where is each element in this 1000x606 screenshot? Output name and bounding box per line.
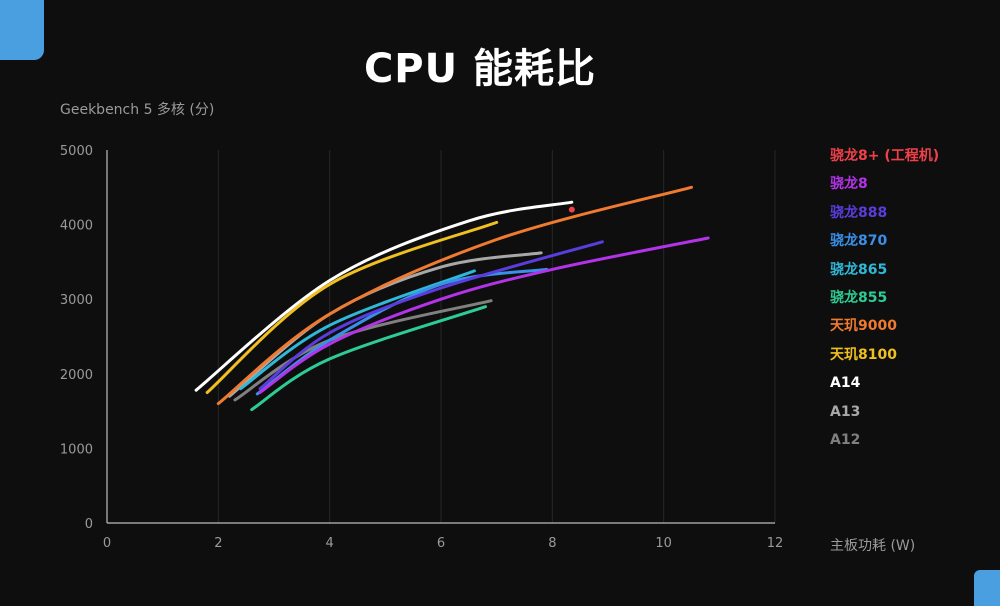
legend-item: A13	[830, 403, 861, 420]
series-0-point	[568, 206, 575, 213]
x-axis-label: 主板功耗 (W)	[830, 538, 916, 554]
y-tick-label: 4000	[60, 219, 93, 234]
y-tick-label: 5000	[60, 144, 93, 159]
legend-item: 骁龙8	[830, 176, 868, 193]
y-axis-label: Geekbench 5 多核 (分)	[60, 102, 215, 118]
y-tick-label: 1000	[60, 442, 93, 457]
legend-item: 天玑9000	[830, 318, 897, 335]
y-tick-label: 0	[85, 517, 93, 532]
x-tick-label: 12	[767, 536, 784, 551]
series-1-line	[258, 236, 710, 394]
y-tick-label: 2000	[60, 368, 93, 383]
x-tick-label: 0	[103, 536, 111, 551]
legend-item: 骁龙870	[830, 233, 888, 250]
series-6-line	[216, 185, 693, 406]
x-tick-label: 4	[326, 536, 334, 551]
x-tick-label: 6	[437, 536, 445, 551]
x-tick-label: 8	[548, 536, 556, 551]
series-5-line	[250, 305, 487, 412]
series-2-line	[258, 240, 604, 391]
legend-item: 骁龙855	[830, 289, 888, 306]
chart-title: CPU 能耗比	[363, 46, 597, 92]
chart-legend: 骁龙8+ (工程机) 骁龙8 骁龙888 骁龙870 骁龙865 骁龙855 天玑9000 天…	[830, 148, 939, 460]
y-tick-label: 3000	[60, 293, 93, 308]
legend-item: A14	[830, 375, 861, 392]
series-7-line	[205, 220, 499, 394]
legend-item: 骁龙865	[830, 261, 888, 278]
x-tick-label: 2	[214, 536, 222, 551]
legend-item: 骁龙8+ (工程机)	[830, 148, 940, 164]
series-4-line	[239, 269, 476, 391]
channel-logo	[0, 0, 44, 60]
legend-item: 骁龙888	[830, 204, 888, 221]
legend-item: A12	[830, 431, 861, 448]
series-8-line	[194, 200, 574, 392]
x-tick-label: 10	[655, 536, 672, 551]
channel-logo-corner	[974, 570, 1000, 606]
legend-item: 天玑8100	[830, 346, 897, 363]
